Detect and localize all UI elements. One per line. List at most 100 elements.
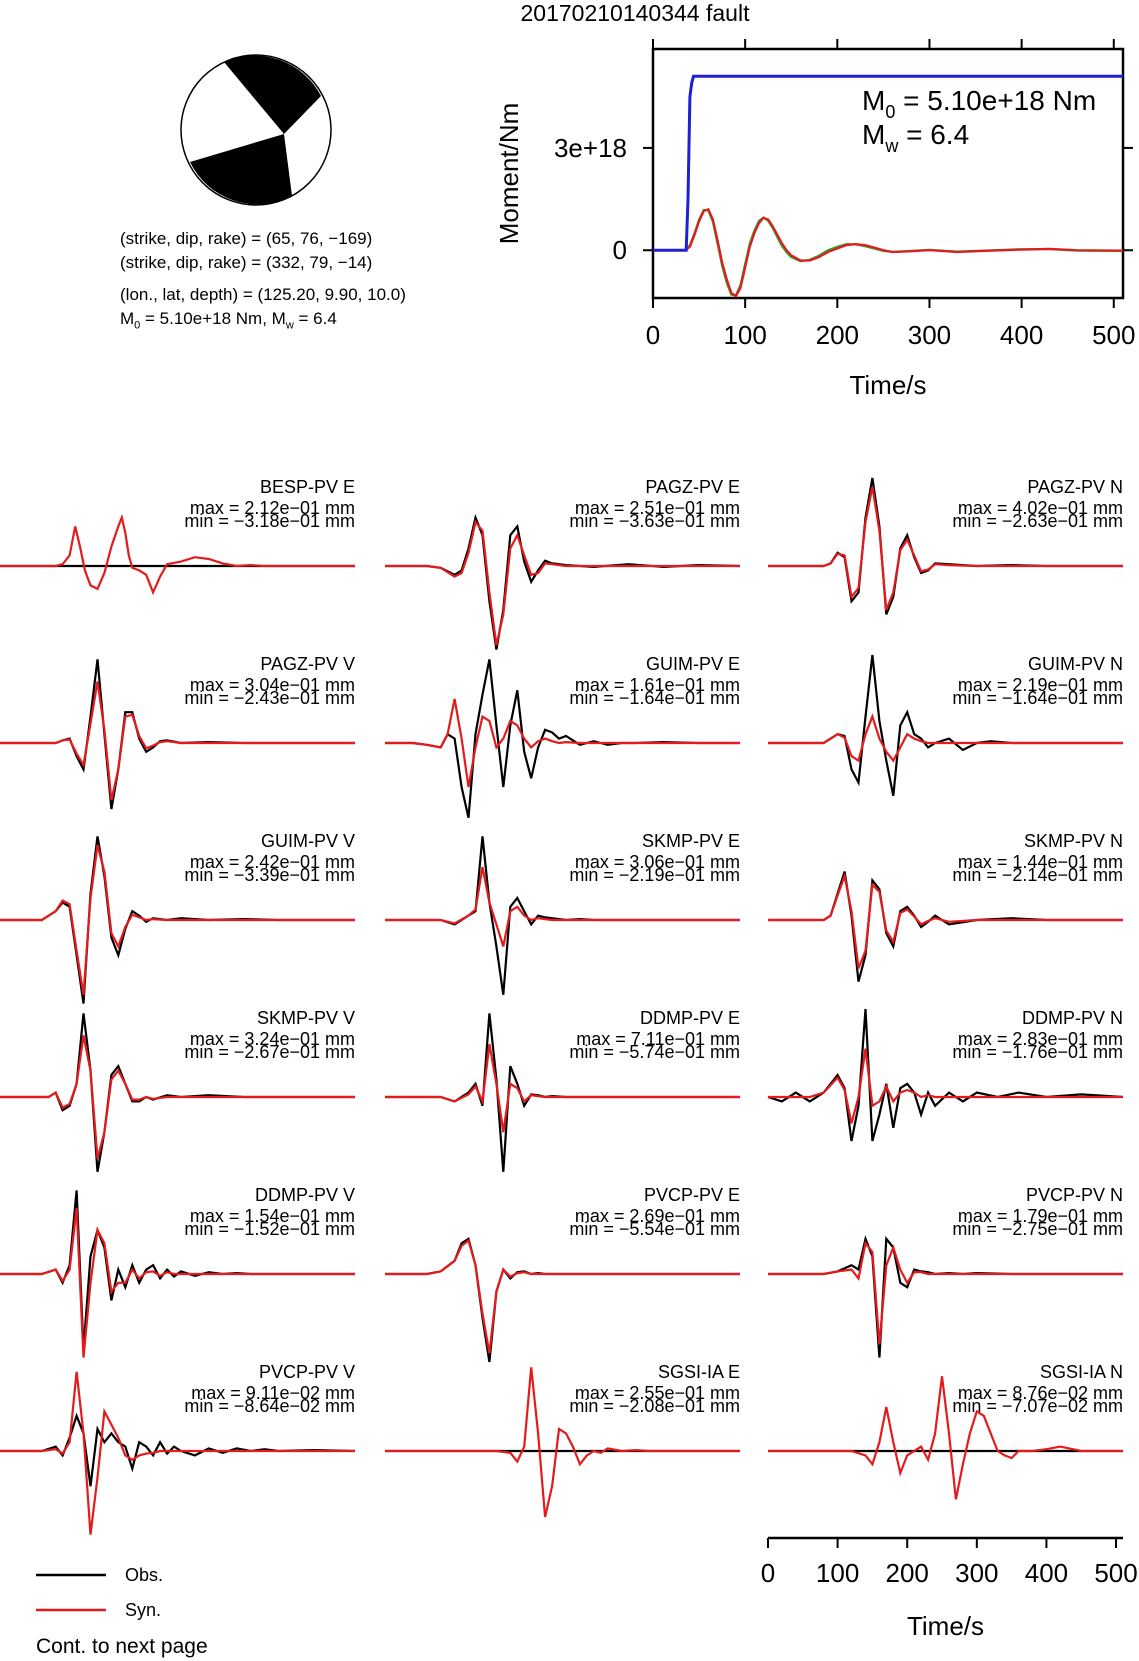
trace-min-value: min = −3.39e−01 mm	[184, 865, 355, 885]
trace-x-tick-label: 100	[816, 1558, 859, 1588]
trace-min-value: min = −2.19e−01 mm	[569, 865, 740, 885]
trace-min-value: min = −1.76e−01 mm	[952, 1042, 1123, 1062]
moment-series-moment	[653, 74, 1123, 252]
trace-max-value: max = 1.44e−01 mm	[958, 852, 1123, 872]
trace-station-label: GUIM-PV E	[646, 654, 740, 674]
moment-y-axis-label: Moment/Nm	[494, 103, 524, 245]
trace-max-value: max = 1.54e−01 mm	[190, 1206, 355, 1226]
trace-station-label: PVCP-PV V	[259, 1362, 355, 1382]
mechanism-location: (lon., lat, depth) = (125.20, 9.90, 10.0…	[120, 285, 406, 304]
trace-station-label: GUIM-PV N	[1028, 654, 1123, 674]
trace-station-label: BESP-PV E	[260, 477, 355, 497]
trace-station-label: PAGZ-PV N	[1027, 477, 1123, 497]
trace-station-label: GUIM-PV V	[261, 831, 355, 851]
trace-station-label: SKMP-PV E	[642, 831, 740, 851]
trace-max-value: max = 2.51e−01 mm	[575, 498, 740, 518]
moment-x-tick-label: 100	[723, 320, 766, 350]
m0-label: M	[120, 309, 135, 328]
trace-synthetic	[768, 1048, 1123, 1124]
trace-observed	[385, 659, 740, 819]
trace-synthetic	[768, 1376, 1123, 1500]
trace-min-value: min = −3.63e−01 mm	[569, 511, 740, 531]
mechanism-plane-1: (strike, dip, rake) = (65, 76, −169)	[120, 229, 373, 248]
mechanism-moment: M0 = 5.10e+18 Nm, Mw = 6.4	[120, 309, 337, 331]
trace-station-label: PVCP-PV N	[1026, 1185, 1123, 1205]
trace-min-value: min = −2.43e−01 mm	[184, 688, 355, 708]
trace-max-value: max = 2.12e−01 mm	[190, 498, 355, 518]
trace-x-tick-label: 400	[1025, 1558, 1068, 1588]
trace-min-value: min = −1.52e−01 mm	[184, 1219, 355, 1239]
m0-rest: = 5.10e+18 Nm, M	[140, 309, 286, 328]
moment-x-tick-label: 500	[1092, 320, 1135, 350]
moment-y-tick-label: 3e+18	[554, 133, 627, 163]
trace-synthetic	[385, 698, 740, 788]
legend-syn-label: Syn.	[125, 1600, 162, 1620]
beachball-icon	[180, 54, 332, 206]
trace-x-tick-label: 300	[955, 1558, 998, 1588]
trace-max-value: max = 3.04e−01 mm	[190, 675, 355, 695]
moment-series-rate-red	[653, 207, 1124, 298]
page-title: 20170210140344 fault	[520, 0, 750, 26]
trace-min-value: min = −5.54e−01 mm	[569, 1219, 740, 1239]
trace-synthetic	[385, 1238, 740, 1354]
moment-x-tick-label: 300	[908, 320, 951, 350]
trace-synthetic	[768, 1240, 1123, 1345]
trace-x-axis-label: Time/s	[907, 1611, 984, 1641]
mechanism-plane-2: (strike, dip, rake) = (332, 79, −14)	[120, 253, 373, 272]
trace-max-value: max = 7.11e−01 mm	[576, 1029, 740, 1049]
trace-synthetic	[768, 871, 1123, 969]
trace-max-value: max = 1.61e−01 mm	[575, 675, 740, 695]
trace-station-label: DDMP-PV N	[1022, 1008, 1123, 1028]
trace-min-value: min = −3.18e−01 mm	[184, 511, 355, 531]
trace-synthetic	[0, 681, 355, 801]
trace-synthetic	[385, 519, 740, 646]
trace-x-tick-label: 200	[886, 1558, 929, 1588]
trace-min-value: min = −8.64e−02 mm	[184, 1396, 355, 1416]
trace-min-value: min = −2.08e−01 mm	[569, 1396, 740, 1416]
trace-max-value: max = 2.19e−01 mm	[958, 675, 1123, 695]
mw-sub: w	[285, 319, 294, 332]
trace-min-value: min = −2.14e−01 mm	[952, 865, 1123, 885]
trace-max-value: max = 2.83e−01 mm	[958, 1029, 1123, 1049]
trace-station-label: PAGZ-PV V	[260, 654, 355, 674]
moment-y-tick-label: 0	[613, 235, 627, 265]
trace-max-value: max = 3.06e−01 mm	[575, 852, 740, 872]
trace-x-tick-label: 0	[761, 1558, 775, 1588]
moment-plot-frame	[651, 47, 1125, 300]
trace-synthetic	[385, 866, 740, 947]
trace-synthetic	[0, 844, 355, 995]
trace-min-value: min = −7.07e−02 mm	[952, 1396, 1123, 1416]
trace-max-value: max = 4.02e−01 mm	[958, 498, 1123, 518]
trace-synthetic	[0, 1207, 355, 1358]
trace-min-value: min = −1.64e−01 mm	[569, 688, 740, 708]
trace-station-label: DDMP-PV E	[640, 1008, 740, 1028]
trace-station-label: SKMP-PV V	[257, 1008, 355, 1028]
trace-observed	[385, 513, 741, 650]
trace-synthetic	[0, 1035, 355, 1159]
trace-synthetic	[385, 1367, 740, 1518]
mw-rest: = 6.4	[293, 309, 337, 328]
legend-swatches	[36, 1573, 106, 1612]
trace-observed	[385, 1237, 740, 1363]
trace-max-value: max = 8.76e−02 mm	[958, 1383, 1123, 1403]
m0-sub: 0	[134, 319, 141, 332]
trace-min-value: min = −1.64e−01 mm	[952, 688, 1123, 708]
moment-x-tick-label: 400	[1000, 320, 1043, 350]
trace-station-label: PVCP-PV E	[644, 1185, 740, 1205]
trace-max-value: max = 2.42e−01 mm	[190, 852, 355, 872]
trace-synthetic	[385, 1044, 740, 1133]
trace-station-label: PAGZ-PV E	[645, 477, 740, 497]
